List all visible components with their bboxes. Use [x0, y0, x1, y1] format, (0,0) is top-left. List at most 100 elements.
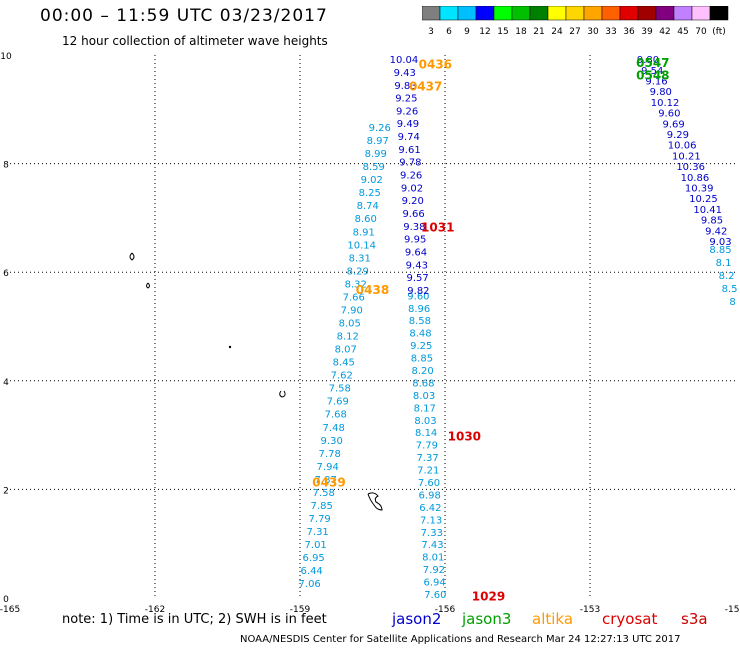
- swh-value-label: 9.03: [709, 237, 731, 248]
- swh-value-label: 7.90: [341, 305, 363, 316]
- lat-tick-label: 4: [3, 378, 9, 388]
- legend-cryosat: cryosat: [602, 610, 658, 628]
- swh-value-label: 8.14: [415, 428, 437, 439]
- colorbar-label: 45: [677, 27, 688, 37]
- legend-s3a: s3a: [681, 610, 708, 628]
- colorbar-label: 42: [659, 27, 670, 37]
- swh-value-label: 8.31: [349, 253, 371, 264]
- swh-value-label: 7.01: [305, 540, 327, 551]
- colorbar-label: 27: [569, 27, 580, 37]
- swh-value-label: 8.60: [355, 214, 377, 225]
- swh-value-label: 10.12: [651, 98, 680, 109]
- page-subtitle: 12 hour collection of altimeter wave hei…: [62, 34, 328, 48]
- swh-value-label: 6.94: [423, 578, 445, 589]
- swh-value-label: 6.95: [303, 553, 325, 564]
- swh-value-label: 6.42: [419, 503, 441, 514]
- swh-value-label: 8.2: [719, 271, 735, 282]
- swh-value-label: 8: [729, 297, 735, 308]
- swh-value-label: 9.30: [321, 436, 343, 447]
- swh-value-label: 9.78: [399, 158, 421, 169]
- colorbar-label: 12: [479, 27, 490, 37]
- legend-jason2: jason2: [392, 610, 442, 628]
- swh-value-label: 8.45: [333, 358, 355, 369]
- legend-jason3: jason3: [462, 610, 512, 628]
- pass-time-label: 1031: [421, 220, 454, 234]
- swh-value-label: 7.37: [416, 453, 438, 464]
- swh-value-label: 8.17: [414, 403, 436, 414]
- swh-value-label: 6.98: [419, 490, 441, 501]
- swh-value-label: 9.82: [407, 286, 429, 297]
- swh-value-label: 7.87: [315, 475, 337, 486]
- swh-value-label: 9.26: [369, 123, 391, 134]
- swh-value-label: 10.36: [676, 162, 705, 173]
- swh-value-label: 10.04: [390, 55, 419, 66]
- swh-value-label: 7.13: [420, 515, 442, 526]
- swh-value-label: 9.16: [645, 77, 667, 88]
- swh-value-label: 7.94: [317, 462, 339, 473]
- swh-value-label: 9.20: [402, 196, 424, 207]
- swh-value-label: 8.85: [709, 245, 731, 256]
- swh-value-label: 10.06: [668, 141, 697, 152]
- swh-value-label: 7.68: [325, 410, 347, 421]
- page-title: 00:00 – 11:59 UTC 03/23/2017: [40, 6, 328, 26]
- swh-value-label: 8.07: [335, 345, 357, 356]
- colorbar-swatch: [709, 6, 729, 21]
- swh-value-label: 7.79: [309, 514, 331, 525]
- swh-value-label: 10.25: [689, 194, 718, 205]
- swh-value-label: 10.86: [681, 173, 710, 184]
- lat-tick-label: 6: [3, 269, 9, 279]
- swh-value-label: 7.69: [327, 397, 349, 408]
- swh-value-label: 10.41: [693, 205, 722, 216]
- lon-tick-label: -150: [725, 605, 740, 615]
- lon-tick-label: -153: [580, 605, 600, 615]
- swh-value-label: 8.29: [347, 266, 369, 277]
- swh-value-label: 7.33: [421, 528, 443, 539]
- swh-value-label: 8.25: [359, 188, 381, 199]
- swh-value-label: 8.74: [357, 201, 379, 212]
- island-outline: [367, 492, 383, 511]
- footnote: note: 1) Time is in UTC; 2) SWH is in fe…: [62, 612, 327, 627]
- swh-value-label: 7.60: [418, 478, 440, 489]
- swh-value-label: 7.06: [299, 579, 321, 590]
- pass-time-label: 0436: [419, 58, 452, 72]
- swh-value-label: 7.58: [329, 384, 351, 395]
- colorbar-label: 33: [605, 27, 616, 37]
- swh-value-label: 8.99: [365, 149, 387, 160]
- swh-value-label: 7.31: [307, 527, 329, 538]
- swh-value-label: 9.85: [701, 216, 723, 227]
- swh-value-label: 7.85: [311, 501, 333, 512]
- swh-value-label: 9.25: [410, 341, 432, 352]
- island-outline: [146, 282, 150, 289]
- colorbar-label: 9: [464, 27, 470, 37]
- swh-value-label: 10.39: [685, 184, 714, 195]
- swh-value-label: 8.59: [363, 162, 385, 173]
- swh-value-label: 9.43: [394, 68, 416, 79]
- colorbar-label: 70: [695, 27, 707, 37]
- swh-value-label: 8.01: [422, 553, 444, 564]
- pass-time-label: 0439: [312, 476, 345, 490]
- swh-value-label: 8.68: [412, 378, 434, 389]
- colorbar-label: 36: [623, 27, 635, 37]
- lon-tick-label: -159: [290, 605, 311, 615]
- legend-altika: altika: [532, 610, 574, 628]
- lon-tick-label: -165: [0, 605, 20, 615]
- swh-value-label: 9.60: [407, 291, 429, 302]
- colorbar-label: 18: [515, 27, 527, 37]
- swh-value-label: 9.60: [658, 109, 680, 120]
- swh-value-label: 9.43: [406, 260, 428, 271]
- swh-value-label: 7.58: [313, 488, 335, 499]
- lat-tick-label: 2: [3, 486, 9, 496]
- swh-value-label: 8.05: [339, 319, 361, 330]
- swh-value-label: 9.29: [667, 130, 689, 141]
- pass-time-label: 0547: [636, 56, 669, 70]
- swh-value-label: 8.91: [353, 227, 375, 238]
- swh-value-label: 8.32: [345, 279, 367, 290]
- swh-value-label: 10.14: [347, 240, 376, 251]
- swh-value-label: 7.78: [319, 449, 341, 460]
- swh-value-label: 9.02: [401, 183, 423, 194]
- swh-value-label: 9.25: [395, 94, 417, 105]
- swh-value-label: 9.95: [404, 235, 426, 246]
- colorbar-label: 3: [428, 27, 434, 37]
